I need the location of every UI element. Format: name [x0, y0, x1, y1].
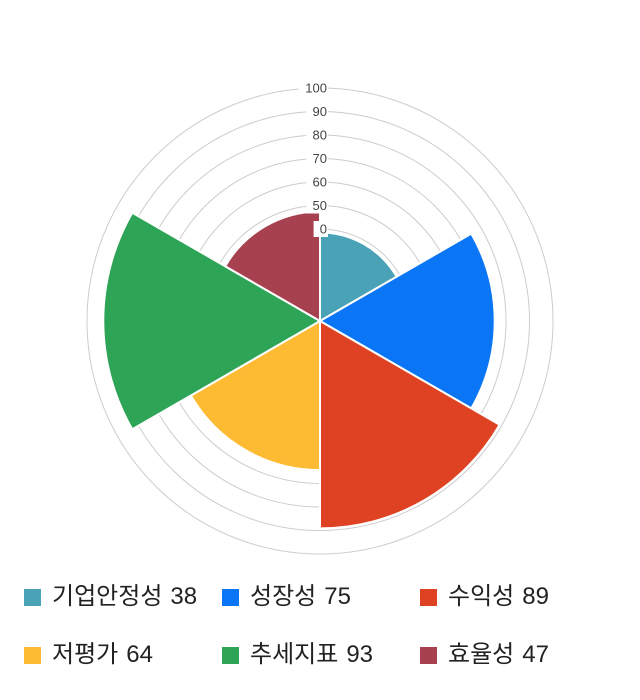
legend-item-5: 효율성 47	[420, 642, 624, 668]
legend-label: 성장성	[250, 583, 317, 610]
radial-tick-label: 100	[305, 81, 327, 96]
legend-label: 추세지표	[250, 641, 339, 668]
chart-sectors	[102, 210, 501, 530]
tick-label-bg	[306, 127, 328, 143]
legend-swatch	[420, 588, 437, 606]
legend-swatch	[420, 646, 437, 664]
legend-label: 수익성	[448, 583, 515, 610]
radial-tick-label: 80	[313, 128, 327, 143]
chart-sector-3	[189, 320, 321, 472]
legend-value: 64	[126, 641, 153, 668]
rose-chart-svg: 0 50 60 70 80 90 100	[86, 80, 554, 555]
tick-label-bg	[313, 221, 328, 237]
legend-item-1: 성장성 75	[222, 584, 420, 610]
tick-label-bg	[306, 197, 328, 214]
radial-tick-label: 0	[320, 222, 327, 237]
legend-item-4: 추세지표 93	[222, 642, 420, 668]
legend-value: 47	[522, 641, 549, 668]
radial-tick-label: 70	[313, 151, 327, 166]
radial-tick-label: 60	[313, 175, 327, 190]
legend-value: 38	[170, 583, 198, 610]
tick-label-bg	[306, 103, 328, 120]
tick-label-bg	[298, 80, 328, 96]
legend-swatch	[222, 646, 239, 664]
legend-item-0: 기업안정성 38	[24, 584, 222, 610]
tick-label-bg	[306, 150, 328, 167]
legend-value: 75	[324, 583, 351, 610]
chart-sector-1	[319, 232, 496, 410]
legend-label: 저평가	[52, 641, 119, 668]
legend-label: 기업안정성	[52, 583, 163, 610]
legend-swatch	[24, 646, 41, 664]
legend-item-2: 수익성 89	[420, 584, 624, 610]
legend-value: 93	[346, 641, 374, 668]
chart-sector-4	[102, 211, 321, 431]
radial-tick-label: 50	[313, 198, 327, 213]
legend-item-3: 저평가 64	[24, 642, 222, 668]
radial-tick-label: 90	[313, 104, 327, 119]
legend-swatch	[24, 588, 41, 606]
legend-swatch	[222, 588, 239, 606]
chart-legend: 기업안정성 38 성장성 75 수익성 89 저평가 64 추세지표 93 효율…	[24, 584, 624, 668]
radial-axis-labels: 0 50 60 70 80 90 100	[298, 80, 328, 237]
chart-sector-2	[319, 320, 501, 530]
tick-label-bg	[306, 174, 328, 190]
legend-label: 효율성	[448, 641, 515, 668]
legend-value: 89	[522, 583, 549, 610]
